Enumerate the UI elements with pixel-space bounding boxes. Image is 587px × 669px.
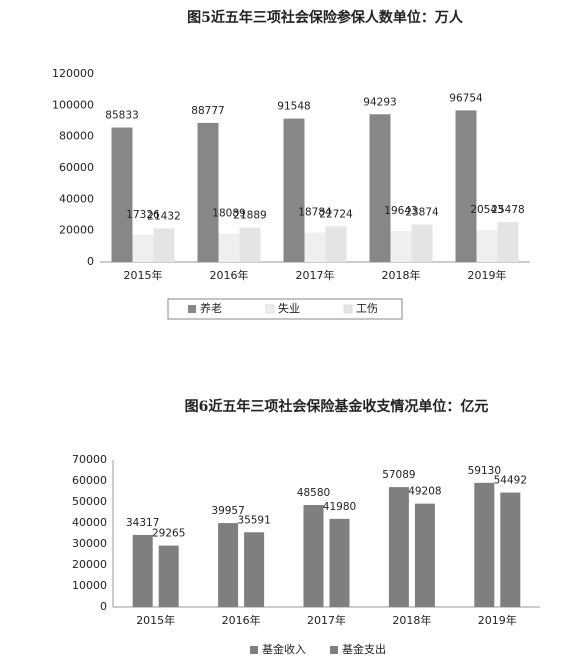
bar — [303, 504, 324, 607]
bar — [153, 228, 175, 262]
data-label: 49208 — [408, 486, 441, 498]
bar — [132, 234, 154, 262]
legend-swatch — [330, 646, 338, 654]
x-tick-label: 2018年 — [392, 613, 431, 627]
chart-title: 图6近五年三项社会保险基金收支情况单位：亿元 — [185, 398, 489, 415]
data-label: 48580 — [297, 487, 330, 499]
x-tick-label: 2019年 — [468, 268, 507, 282]
data-label: 22724 — [319, 208, 353, 220]
x-tick-label: 2017年 — [296, 268, 335, 282]
y-tick-label: 0 — [87, 255, 94, 268]
data-label: 23874 — [405, 207, 439, 219]
y-tick-label: 50000 — [72, 495, 107, 508]
data-label: 59130 — [468, 465, 501, 477]
legend-box — [167, 298, 403, 320]
bar — [239, 227, 261, 262]
data-label: 57089 — [382, 469, 415, 481]
bar — [132, 534, 153, 607]
data-label: 21889 — [233, 210, 266, 222]
data-label: 88777 — [191, 105, 224, 117]
data-label: 21432 — [147, 210, 180, 222]
bar — [304, 232, 326, 262]
x-tick-label: 2016年 — [222, 613, 261, 627]
x-tick-label: 2017年 — [307, 613, 346, 627]
data-label: 17326 — [126, 209, 160, 221]
y-tick-label: 0 — [100, 600, 107, 613]
bar — [388, 487, 409, 607]
data-label: 20543 — [470, 204, 503, 216]
chart-title: 图5近五年三项社会保险参保人数单位：万人 — [187, 9, 464, 26]
data-label: 96754 — [449, 92, 483, 104]
bar — [218, 523, 239, 607]
legend-swatch — [343, 304, 353, 314]
y-tick-label: 40000 — [59, 192, 94, 205]
x-tick-label: 2016年 — [210, 268, 249, 282]
bar — [244, 532, 265, 607]
bar — [111, 127, 133, 263]
x-tick-label: 2015年 — [136, 613, 175, 627]
y-tick-label: 40000 — [72, 516, 107, 529]
y-tick-label: 100000 — [52, 98, 94, 111]
legend-swatch — [250, 646, 258, 654]
x-tick-label: 2018年 — [382, 268, 421, 282]
data-label: 54492 — [494, 475, 527, 487]
y-tick-label: 30000 — [72, 537, 107, 550]
bar — [197, 122, 219, 262]
legend-swatch — [265, 304, 275, 314]
legend-swatch — [188, 305, 196, 313]
data-label: 18784 — [298, 207, 332, 219]
y-tick-label: 60000 — [59, 161, 94, 174]
y-tick-label: 70000 — [72, 453, 107, 466]
legend-label: 失业 — [278, 302, 300, 315]
bar — [500, 492, 521, 607]
data-label: 29265 — [152, 528, 185, 540]
data-label: 85833 — [105, 110, 138, 122]
y-tick-label: 120000 — [52, 67, 94, 80]
bar — [414, 503, 435, 607]
data-label: 19643 — [384, 205, 417, 217]
x-tick-label: 2015年 — [124, 268, 163, 282]
data-label: 25478 — [491, 204, 524, 216]
legend-label: 养老 — [200, 301, 222, 315]
data-label: 18089 — [212, 208, 245, 220]
bar — [455, 110, 477, 262]
bar — [283, 118, 305, 262]
bar — [476, 229, 498, 262]
bar — [474, 482, 495, 607]
bar — [158, 545, 179, 607]
y-tick-label: 10000 — [72, 579, 107, 592]
data-label: 34317 — [126, 517, 159, 529]
bar — [329, 518, 350, 607]
bar — [390, 231, 412, 262]
data-label: 35591 — [237, 514, 270, 526]
x-tick-label: 2019年 — [478, 613, 517, 627]
data-label: 94293 — [363, 96, 396, 108]
bar — [325, 226, 347, 262]
y-tick-label: 20000 — [72, 558, 107, 571]
data-label: 41980 — [323, 501, 356, 513]
bar — [411, 224, 433, 262]
y-tick-label: 20000 — [59, 224, 94, 237]
legend-label: 工伤 — [356, 302, 378, 315]
y-tick-label: 60000 — [72, 474, 107, 487]
legend-label: 基金支出 — [342, 642, 386, 656]
data-label: 39957 — [211, 505, 244, 517]
legend-label: 基金收入 — [262, 642, 306, 656]
data-label: 91548 — [277, 101, 310, 113]
bar — [497, 222, 519, 262]
bar — [218, 233, 240, 262]
y-tick-label: 80000 — [59, 130, 94, 143]
bar — [369, 114, 391, 263]
